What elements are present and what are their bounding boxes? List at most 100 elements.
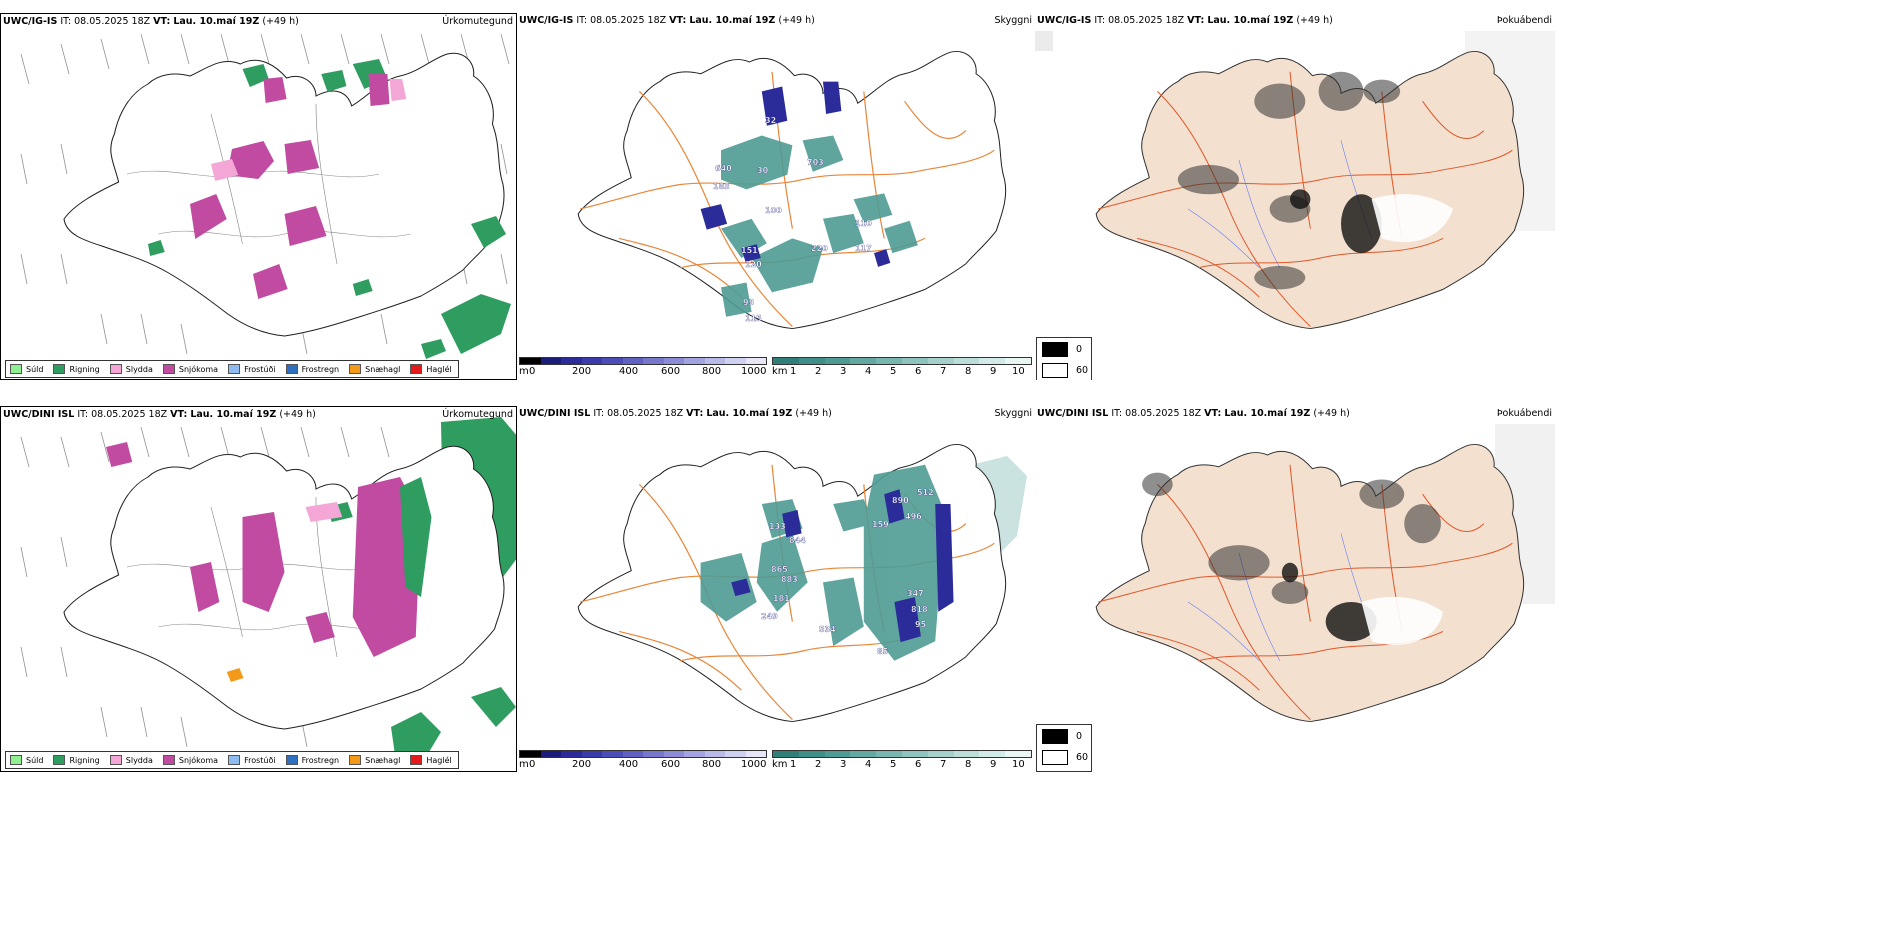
cloud-label: 220 — [811, 244, 828, 253]
precip-legend: Súld Rigning Slydda Snjókoma Frostúði Fr… — [5, 360, 459, 378]
legend-item: Haglél — [410, 755, 452, 765]
colorbar-unit: m — [519, 759, 529, 770]
visibility-bar-strip — [772, 750, 1032, 758]
panel-header: UWC/IG-IS IT: 08.05.2025 18Z VT: Lau. 10… — [3, 16, 299, 27]
colorbar-tick: 2 — [815, 366, 822, 377]
legend-item: Frostregn — [285, 755, 339, 765]
colorbar-tick: 0 — [529, 366, 536, 377]
fog-panel-igis: UWC/IG-IS IT: 08.05.2025 18Z VT: Lau. 10… — [1035, 13, 1555, 380]
legend-item: Rigning — [53, 755, 100, 765]
cloud-label: 120 — [745, 260, 762, 269]
cloud-label: 183 — [713, 182, 730, 191]
panel-header: UWC/DINI ISL IT: 08.05.2025 18Z VT: Lau.… — [3, 409, 316, 420]
colorbar-tick: 9 — [990, 759, 997, 770]
cloud-base-bar-strip — [519, 357, 767, 365]
panel-header: UWC/IG-IS IT: 08.05.2025 18Z VT: Lau. 10… — [1037, 15, 1333, 26]
colorbar-unit: km — [772, 759, 788, 770]
fog-map-igis — [1035, 31, 1555, 330]
legend-item: Snæhagl — [349, 364, 400, 374]
cloud-map-igis: 32 640 183 30 703 100 110 151 220 117 12… — [577, 50, 1007, 330]
colorbar-tick: 5 — [890, 366, 897, 377]
fog-legend: 0 60 — [1036, 337, 1092, 380]
cloud-label: 496 — [905, 512, 922, 521]
colorbar-tick: 800 — [702, 759, 722, 770]
panel-title: Þokuábendi — [1496, 408, 1552, 419]
cloud-label: 512 — [917, 488, 934, 497]
colorbar-tick: 10 — [1012, 366, 1025, 377]
colorbar-tick: 1 — [790, 366, 797, 377]
cloud-label: 890 — [892, 496, 909, 505]
fog-panel-dini: UWC/DINI ISL IT: 08.05.2025 18Z VT: Lau.… — [1035, 406, 1555, 772]
colorbar-unit: m — [519, 366, 529, 377]
legend-item: Snjókoma — [162, 755, 218, 765]
panel-header: UWC/DINI ISL IT: 08.05.2025 18Z VT: Lau.… — [519, 408, 832, 419]
precip-type-panel-igis: UWC/IG-IS IT: 08.05.2025 18Z VT: Lau. 10… — [0, 13, 517, 380]
cloud-label: 249 — [761, 612, 778, 621]
colorbar-tick: 600 — [661, 759, 681, 770]
cloud-label: 159 — [872, 520, 889, 529]
cloud-label: 32 — [765, 116, 776, 125]
cloud-label: 181 — [773, 594, 790, 603]
precip-legend: Súld Rigning Slydda Snjókoma Frostúði Fr… — [5, 751, 459, 769]
colorbar-tick: 1000 — [741, 759, 767, 770]
legend-item: Rigning — [53, 364, 100, 374]
colorbar-tick: 10 — [1012, 759, 1025, 770]
legend-item: Frostúði — [228, 755, 276, 765]
legend-item: Frostúði — [228, 364, 276, 374]
cloud-base-bar-strip — [519, 750, 767, 758]
panel-header: UWC/DINI ISL IT: 08.05.2025 18Z VT: Lau.… — [1037, 408, 1350, 419]
panel-title: Skyggni — [994, 15, 1032, 26]
cloud-base-colorbar: m 0 200 400 600 800 1000 — [519, 750, 767, 772]
cloud-label: 100 — [765, 206, 782, 215]
precip-type-map-dini — [20, 417, 516, 762]
cloud-label: 151 — [741, 246, 758, 255]
panel-header: UWC/IG-IS IT: 08.05.2025 18Z VT: Lau. 10… — [519, 15, 815, 26]
colorbar-tick: 0 — [529, 759, 536, 770]
colorbar-tick: 7 — [940, 759, 947, 770]
precip-type-map-igis — [20, 33, 511, 359]
legend-item: Slydda — [109, 364, 153, 374]
cloud-label: 30 — [757, 166, 769, 175]
legend-item: 60 — [1042, 750, 1088, 765]
cloud-label: 93 — [743, 298, 754, 307]
visibility-colorbar: km 1 2 3 4 5 6 7 8 9 10 — [772, 357, 1034, 379]
colorbar-tick: 400 — [619, 366, 639, 377]
legend-item: Snjókoma — [162, 364, 218, 374]
legend-item: 60 — [1042, 363, 1088, 378]
colorbar-tick: 6 — [915, 759, 922, 770]
colorbar-tick: 3 — [840, 759, 847, 770]
legend-item: Haglél — [410, 364, 452, 374]
precip-type-panel-dini: UWC/DINI ISL IT: 08.05.2025 18Z VT: Lau.… — [0, 406, 517, 772]
cloud-label: 117 — [855, 244, 872, 253]
legend-item: Súld — [10, 364, 43, 374]
panel-title: Skyggni — [994, 408, 1032, 419]
colorbar-tick: 7 — [940, 366, 947, 377]
cloud-base-colorbar: m 0 200 400 600 800 1000 — [519, 357, 767, 379]
legend-item: Slydda — [109, 755, 153, 765]
cloud-panel-dini: 890 512 159 496 133 844 865 883 181 249 … — [517, 406, 1035, 772]
colorbar-tick: 8 — [965, 759, 972, 770]
cloud-label: 865 — [771, 565, 788, 574]
legend-item: 0 — [1042, 342, 1082, 357]
legend-item: Súld — [10, 755, 43, 765]
colorbar-tick: 1 — [790, 759, 797, 770]
colorbar-tick: 8 — [965, 366, 972, 377]
cloud-label: 347 — [907, 589, 924, 598]
cloud-label: 95 — [915, 620, 927, 629]
legend-item: Frostregn — [285, 364, 339, 374]
cloud-label: 703 — [807, 158, 824, 167]
colorbar-tick: 200 — [572, 366, 592, 377]
colorbar-tick: 800 — [702, 366, 722, 377]
cloud-label: 110 — [855, 219, 872, 228]
colorbar-tick: 2 — [815, 759, 822, 770]
colorbar-tick: 9 — [990, 366, 997, 377]
panel-title: Úrkomutegund — [442, 409, 513, 420]
legend-item: Snæhagl — [349, 755, 400, 765]
fog-legend: 0 60 — [1036, 724, 1092, 772]
colorbar-tick: 600 — [661, 366, 681, 377]
colorbar-tick: 4 — [865, 366, 872, 377]
colorbar-tick: 3 — [840, 366, 847, 377]
cloud-label: 883 — [781, 575, 798, 584]
colorbar-tick: 5 — [890, 759, 897, 770]
cloud-label: 818 — [911, 605, 928, 614]
